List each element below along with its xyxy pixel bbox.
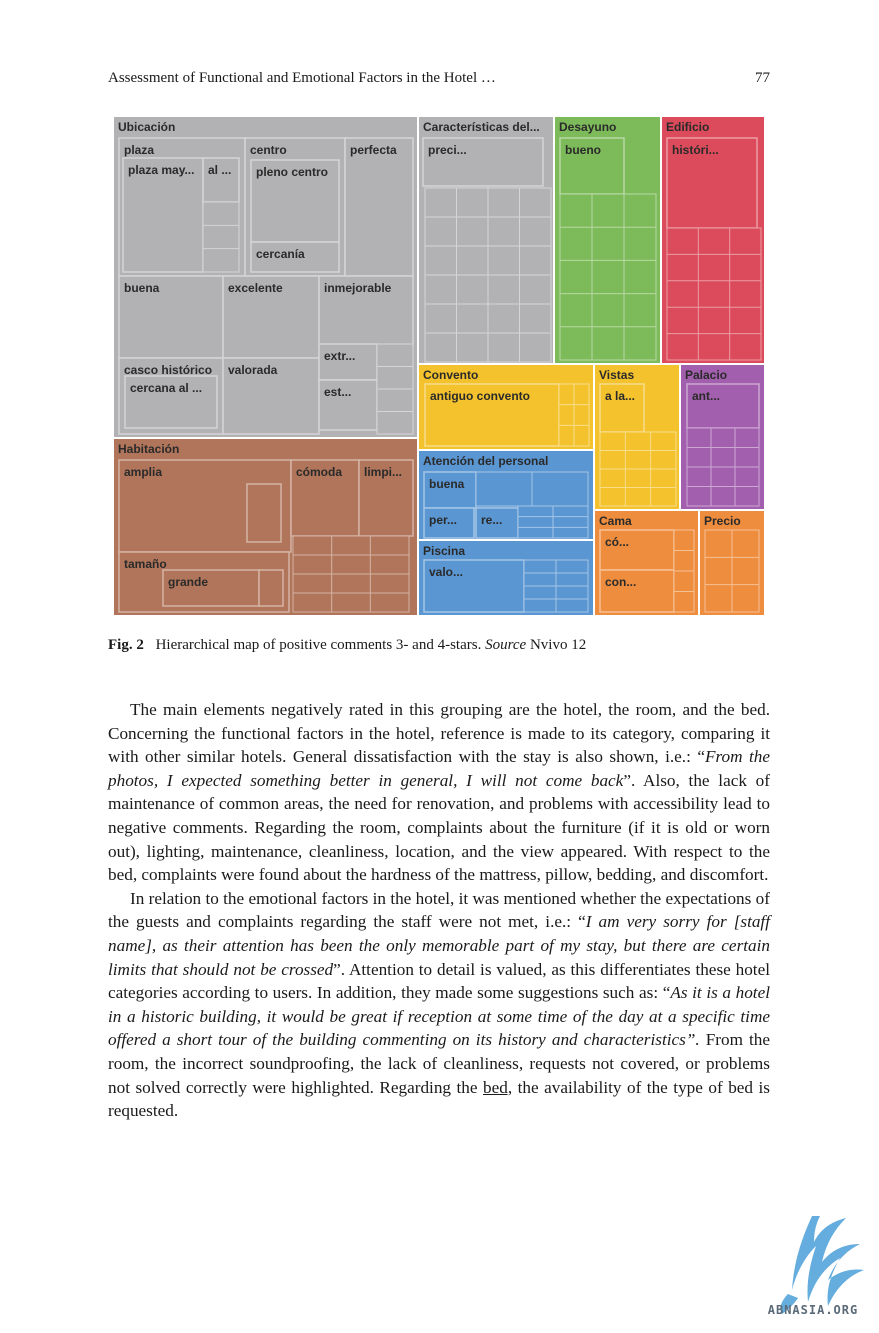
treemap-cell-label-perfecta: perfecta	[350, 143, 397, 157]
p2-quote-2: As it is a hotel in a historic building,…	[108, 983, 770, 1050]
treemap-cell-label-cercania: cercanía	[256, 247, 305, 261]
treemap-cell-pleno-centro	[250, 159, 340, 243]
treemap-cell-label-plaza-may: plaza may...	[128, 163, 194, 177]
treemap-cell-co	[599, 529, 675, 571]
treemap-cell-label-extr: extr...	[324, 349, 355, 363]
treemap-group-label-edificio: Edificio	[666, 120, 709, 134]
treemap-subgrid-desayuno	[559, 193, 657, 361]
treemap-cell-label-al: al ...	[208, 163, 231, 177]
figure-label: Fig. 2	[108, 637, 144, 653]
p1-text-b: ”. Also, the lack of maintenance of comm…	[108, 770, 770, 885]
treemap-cell-label-per: per...	[429, 513, 457, 527]
treemap-cell-label-casco-historico: casco histórico	[124, 363, 212, 377]
treemap-cell-re	[475, 507, 519, 539]
treemap-cell-bueno	[559, 137, 625, 195]
treemap-group-label-desayuno: Desayuno	[559, 120, 616, 134]
treemap-group-label-convento: Convento	[423, 368, 478, 382]
treemap-cell-amplia-sub	[246, 483, 282, 543]
figure-source-name: Nvivo 12	[529, 637, 587, 653]
treemap-cell-label-grande: grande	[168, 575, 208, 589]
treemap-cell-label-pleno-centro: pleno centro	[256, 165, 328, 179]
treemap-cell-label-buena: buena	[124, 281, 160, 295]
figure-caption-text: Hierarchical map of positive comments 3-…	[155, 637, 482, 653]
treemap-group-label-atencion-del-personal: Atención del personal	[423, 454, 548, 468]
treemap-cell-label-cercana-al: cercana al ...	[130, 381, 202, 395]
treemap-cell-label-tamano: tamaño	[124, 557, 167, 571]
treemap-cell-label-est: est...	[324, 385, 351, 399]
treemap-cell-perfecta	[344, 137, 414, 277]
p2-quote-1: I am very sorry for [staff name], as the…	[108, 912, 770, 979]
treemap-cell-tamano-sub	[258, 569, 284, 607]
treemap-cell-excelente	[222, 275, 320, 359]
treemap-cell-per	[423, 507, 475, 539]
watermark-text: ABNASIA.ORG	[767, 1303, 859, 1317]
treemap-cell-histori	[666, 137, 758, 229]
treemap-cell-label-con: con...	[605, 575, 636, 589]
watermark-logo	[780, 1216, 864, 1314]
figure-source-label: Source	[485, 637, 527, 653]
treemap-chart: Ubicación plaza plaza may... al ... centro pl…	[113, 116, 765, 616]
treemap-group-label-ubicacion: Ubicación	[118, 120, 175, 134]
p2-text-c: From the room, the incorrect soundproofi…	[108, 1030, 770, 1097]
page-number: 77	[755, 70, 770, 86]
treemap-cell-label-co: có...	[605, 535, 629, 549]
treemap-cell-cercania	[250, 241, 340, 273]
treemap-cell-label-antiguo-convento: antiguo convento	[430, 389, 530, 403]
paragraph-1: The main elements negatively rated in th…	[108, 698, 770, 887]
treemap-cell-label-a-la: a la...	[605, 389, 635, 403]
treemap-cell-label-re: re...	[481, 513, 502, 527]
treemap-cell-plaza-may	[122, 157, 204, 273]
p2-text-d: the availability of the type of bed is r…	[108, 1077, 770, 1121]
treemap-cell-label-plaza: plaza	[124, 143, 154, 157]
treemap-cell-ant	[686, 383, 760, 429]
treemap-cell-label-preci: preci...	[428, 143, 467, 157]
body-text: The main elements negatively rated in th…	[108, 698, 770, 1123]
treemap-group-label-precio: Precio	[704, 514, 741, 528]
figure-caption: Fig. 2 Hierarchical map of positive comm…	[108, 637, 770, 654]
treemap-cell-label-buena: buena	[429, 477, 465, 491]
treemap-cell-cercana-al	[124, 375, 218, 429]
treemap-group-label-palacio: Palacio	[685, 368, 727, 382]
treemap-cell-con	[599, 569, 675, 613]
treemap-cell-label-bueno: bueno	[565, 143, 601, 157]
treemap-cell-valo	[423, 559, 525, 613]
treemap-group-label-cama: Cama	[599, 514, 632, 528]
treemap-cell-grande	[162, 569, 260, 607]
treemap-cell-label-amplia: amplia	[124, 465, 162, 479]
running-head: Assessment of Functional and Emotional F…	[108, 70, 770, 92]
treemap-group-label-habitacion: Habitación	[118, 442, 179, 456]
treemap-cell-buena	[118, 275, 224, 359]
running-head-title: Assessment of Functional and Emotional F…	[108, 70, 496, 86]
treemap-cell-est	[318, 379, 378, 431]
treemap-group-label-piscina: Piscina	[423, 544, 465, 558]
treemap-cell-preci	[422, 137, 544, 187]
treemap-cell-label-valo: valo...	[429, 565, 463, 579]
treemap-group-label-vistas: Vistas	[599, 368, 634, 382]
paragraph-2: In relation to the emotional factors in …	[108, 887, 770, 1123]
p2-text-b: ”. Attention to detail is valued, as thi…	[108, 959, 770, 1003]
treemap-cell-label-excelente: excelente	[228, 281, 283, 295]
p1-quote: From the photos, I expected something be…	[108, 747, 770, 790]
treemap-cell-antiguo-convento	[424, 383, 560, 447]
treemap-cell-label-centro: centro	[250, 143, 287, 157]
p2-underlined-word: bed,	[483, 1077, 513, 1097]
treemap-cell-label-histori: históri...	[672, 143, 719, 157]
treemap-subgrid-ubicacion	[202, 201, 240, 273]
p1-text-a: The main elements negatively rated in th…	[108, 700, 770, 767]
treemap-cell-valorada	[222, 357, 320, 435]
treemap-cell-label-limpi: limpi...	[364, 465, 402, 479]
treemap-cell-label-comoda: cómoda	[296, 465, 342, 479]
treemap-group-label-caracteristicas-del: Características del...	[423, 120, 540, 134]
treemap-subgrid-edificio	[666, 227, 762, 361]
treemap-cell-label-ant: ant...	[692, 389, 720, 403]
treemap-cell-label-inmejorable: inmejorable	[324, 281, 392, 295]
p2-text-a: In relation to the emotional factors in …	[108, 888, 770, 932]
treemap-cell-label-valorada: valorada	[228, 363, 278, 377]
